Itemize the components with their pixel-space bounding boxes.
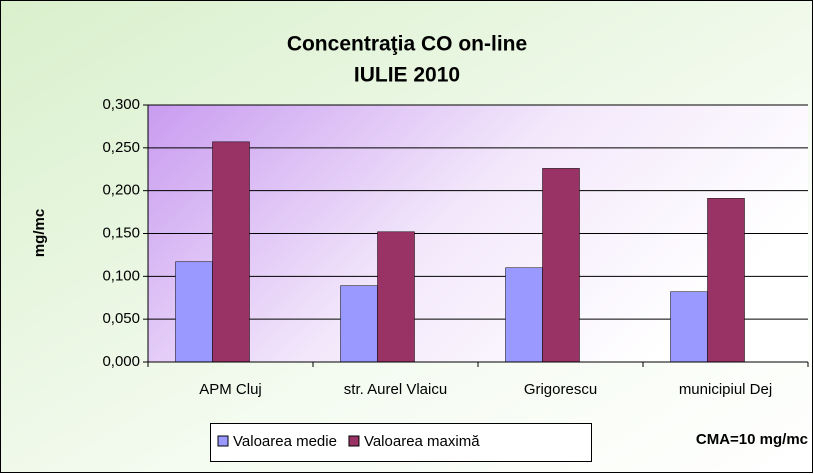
y-tick-label: 0,100: [102, 267, 140, 284]
annotation: CMA=10 mg/mc: [696, 431, 808, 448]
y-tick-label: 0,150: [102, 224, 140, 241]
legend-swatch: [348, 435, 360, 447]
y-tick-label: 0,250: [102, 139, 140, 156]
x-tick-label: APM Cluj: [199, 381, 262, 398]
y-axis-label: mg/mc: [31, 209, 48, 257]
x-tick-label: Grigorescu: [524, 381, 597, 398]
bar: [212, 141, 250, 363]
bar: [505, 267, 543, 363]
y-tick-label: 0,300: [102, 96, 140, 113]
legend-label: Valoarea medie: [233, 433, 337, 450]
legend-label: Valoarea maximă: [364, 433, 480, 450]
y-tick-label: 0,000: [102, 353, 140, 370]
y-tick-label: 0,050: [102, 310, 140, 327]
legend: [210, 423, 592, 462]
bar: [670, 291, 708, 363]
chart-subtitle: IULIE 2010: [354, 64, 460, 87]
bar: [340, 285, 378, 363]
x-tick-label: municipiul Dej: [679, 381, 772, 398]
bar: [707, 198, 745, 363]
bar: [542, 168, 580, 363]
chart-title: Concentraţia CO on-line: [287, 33, 527, 56]
y-tick-label: 0,200: [102, 182, 140, 199]
x-tick-label: str. Aurel Vlaicu: [344, 381, 447, 398]
bar: [175, 261, 213, 363]
bar: [377, 231, 415, 363]
legend-swatch: [217, 435, 229, 447]
